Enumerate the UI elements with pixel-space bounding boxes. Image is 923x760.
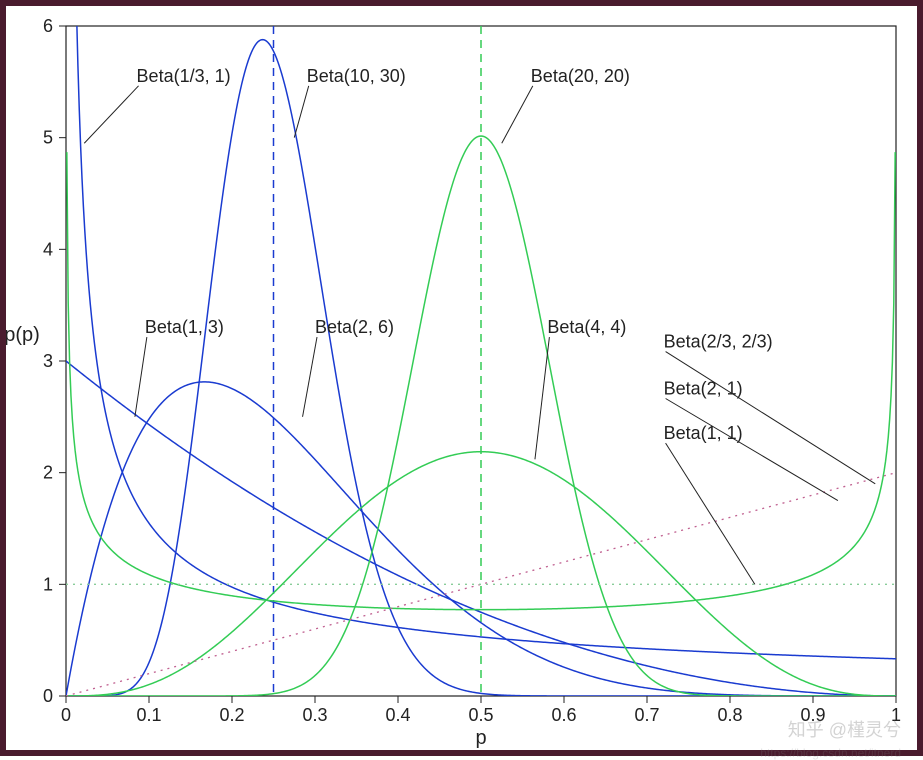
ann_beta_1_1-label: Beta(1, 1)	[664, 423, 743, 443]
x-tick-label: 0.9	[800, 705, 825, 725]
x-tick-label: 0.7	[634, 705, 659, 725]
beta-chart-svg: 0 0.1 0.2 0.3 0.4 0.5 0.6 0.7 0.8 0.9 1 0 1 2 3 4 5 6 p p(p…	[6, 6, 917, 750]
x-tick-label: 1	[891, 705, 901, 725]
ann_beta_1_3-label: Beta(1, 3)	[145, 317, 224, 337]
ann_beta_20_20-label: Beta(20, 20)	[531, 66, 630, 86]
x-tick-label: 0.4	[385, 705, 410, 725]
ann_beta_10_30-leader	[294, 86, 308, 138]
ann_beta_2_6-label: Beta(2, 6)	[315, 317, 394, 337]
x-tick-label: 0.2	[219, 705, 244, 725]
ann_beta_20_20-leader	[502, 86, 533, 143]
y-tick-label: 0	[43, 686, 53, 706]
ann_beta_1_3rd_1-label: Beta(1/3, 1)	[137, 66, 231, 86]
y-axis-label: p(p)	[6, 324, 40, 346]
y-tick-label: 4	[43, 239, 53, 259]
x-tick-label: 0.6	[551, 705, 576, 725]
ann_beta_1_3-leader	[135, 337, 147, 417]
chart-frame: 0 0.1 0.2 0.3 0.4 0.5 0.6 0.7 0.8 0.9 1 0 1 2 3 4 5 6 p p(p…	[0, 0, 923, 756]
ann_beta_4_4-label: Beta(4, 4)	[547, 317, 626, 337]
ann_beta_2_1-leader	[666, 399, 838, 501]
ann_beta_10_30-label: Beta(10, 30)	[307, 66, 406, 86]
y-tick-label: 6	[43, 16, 53, 36]
x-axis-label: p	[475, 727, 486, 749]
ann_beta_1_1-leader	[666, 443, 755, 584]
y-tick-label: 5	[43, 128, 53, 148]
ann_beta_2_3rd-leader	[666, 352, 876, 484]
x-tick-label: 0.8	[717, 705, 742, 725]
y-tick-label: 3	[43, 351, 53, 371]
ann_beta_4_4-leader	[535, 337, 549, 459]
x-tick-label: 0	[61, 705, 71, 725]
y-tick-label: 1	[43, 574, 53, 594]
x-tick-label: 0.3	[302, 705, 327, 725]
y-tick-label: 2	[43, 463, 53, 483]
ann_beta_2_1-label: Beta(2, 1)	[664, 379, 743, 399]
ann_beta_1_3rd_1-leader	[84, 86, 138, 143]
ann_beta_2_6-leader	[303, 337, 317, 417]
x-tick-label: 0.5	[468, 705, 493, 725]
ann_beta_2_3rd-label: Beta(2/3, 2/3)	[664, 332, 773, 352]
x-tick-label: 0.1	[136, 705, 161, 725]
